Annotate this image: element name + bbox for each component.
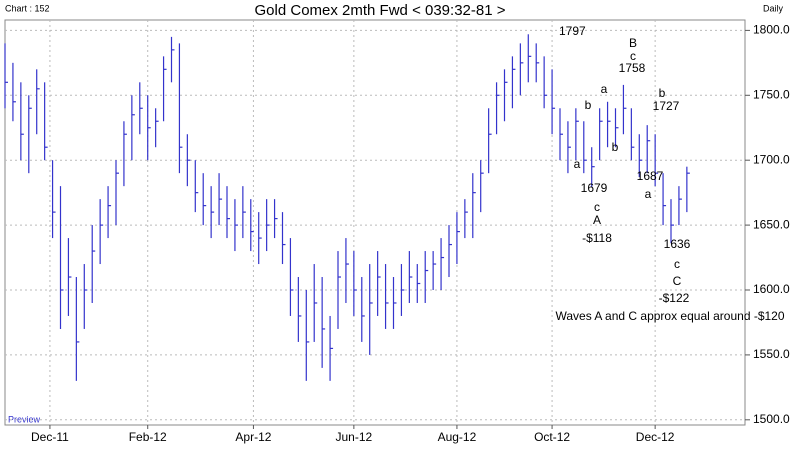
annotation: a [601,82,608,96]
annotation: c [594,200,600,214]
x-tick-label: Dec-12 [636,430,675,444]
annotation: c [630,49,636,63]
annotation: b [612,140,619,154]
plot-frame [4,19,746,426]
y-tick-label: 1800.0 [753,23,790,37]
y-tick-label: 1500.0 [753,412,790,426]
annotation: b [659,86,666,100]
annotation: C [673,274,682,288]
x-tick-label: Dec-11 [31,430,69,444]
annotation: -$122 [659,291,690,305]
annotation: a [645,187,652,201]
period-label: Daily [763,3,784,13]
annotation: b [585,98,592,112]
x-tick-label: Jun-12 [336,430,373,444]
y-tick-label: 1600.0 [753,282,790,296]
annotation: -$118 [582,231,612,245]
y-tick-label: 1650.0 [753,217,790,231]
x-tick-label: Apr-12 [235,430,271,444]
annotation: 1636 [664,237,691,251]
chart-header: Chart : 152 [5,3,50,13]
annotation: 1797 [559,24,586,38]
annotation: c [674,257,680,271]
annotation: 1679 [581,181,608,195]
y-tick-label: 1750.0 [753,87,790,101]
y-tick-label: 1700.0 [753,152,790,166]
annotation: B [629,36,637,50]
annotation: 1727 [653,99,680,113]
annotation: A [593,213,601,227]
annotation: Waves A and C approx equal around -$120 [555,309,784,323]
x-tick-label: Aug-12 [438,430,477,444]
y-tick-label: 1550.0 [753,347,790,361]
annotation: 1758 [619,61,646,75]
x-tick-label: Feb-12 [129,430,167,444]
x-tick-label: Oct-12 [534,430,570,444]
annotation: a [574,157,581,171]
annotation: 1687 [637,169,664,183]
footer-label: Preview [8,414,41,424]
chart-title: Gold Comex 2mth Fwd < 039:32-81 > [255,2,506,19]
